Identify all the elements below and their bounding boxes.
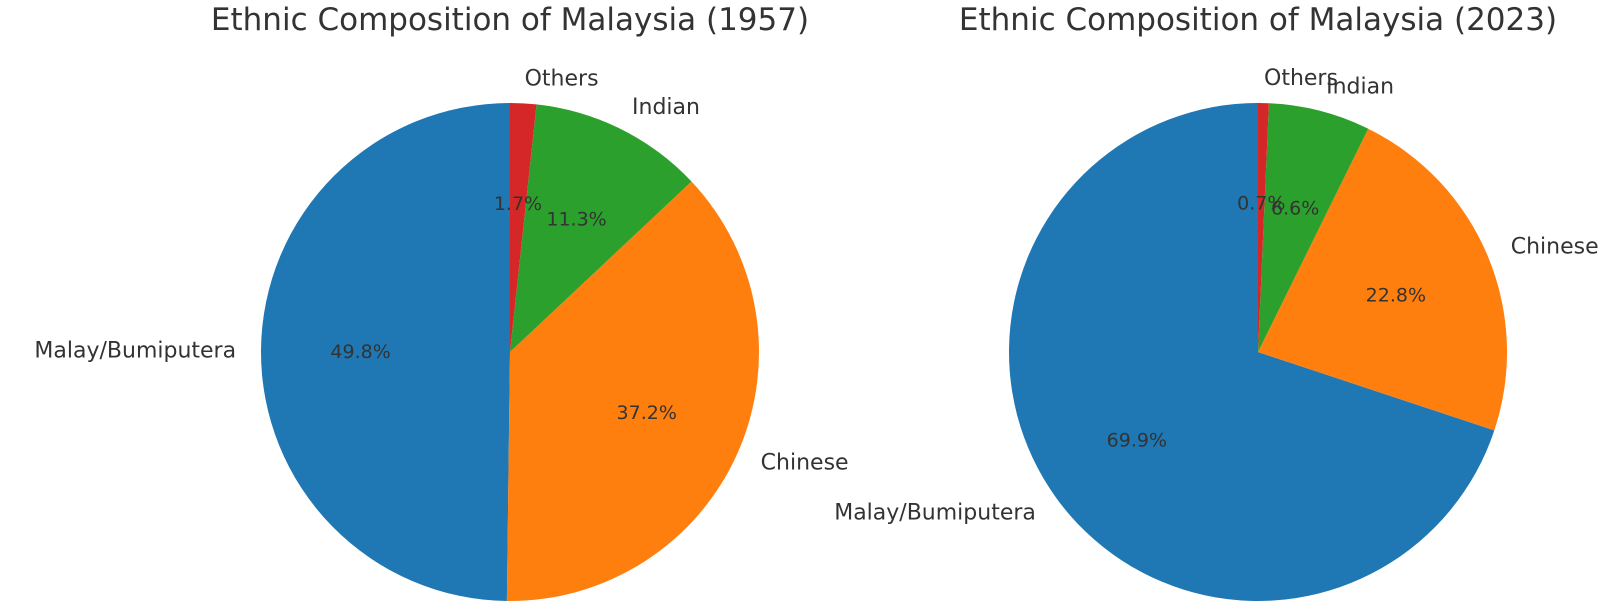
slice-percent-malay-bumiputera: 49.8%: [330, 341, 390, 363]
chart-title-2023: Ethnic Composition of Malaysia (2023): [959, 2, 1557, 38]
pie-slice-indian: [1258, 103, 1369, 352]
slice-percent-indian: 6.6%: [1271, 197, 1319, 219]
slice-percent-others: 1.7%: [494, 193, 542, 215]
slice-label-indian: Indian: [632, 95, 700, 120]
slice-label-others: Others: [1264, 66, 1338, 91]
chart-title-1957: Ethnic Composition of Malaysia (1957): [211, 2, 809, 38]
pie-slice-malay-bumiputera: [1008, 103, 1495, 601]
pie-slice-malay-bumiputera: [260, 103, 510, 601]
slice-percent-indian: 11.3%: [546, 208, 606, 230]
pie-chart-1957: Malay/Bumiputera 49.8% Chinese 37.2% Indian 1…: [34, 2, 849, 601]
slice-label-chinese: Chinese: [1511, 234, 1599, 259]
pie-slice-chinese: [1258, 128, 1507, 431]
slice-percent-malay-bumiputera: 69.9%: [1107, 429, 1167, 451]
pie-slice-others: [1258, 103, 1269, 352]
slice-percent-chinese: 37.2%: [617, 402, 677, 424]
slice-percent-chinese: 22.8%: [1366, 284, 1426, 306]
pie-slice-indian: [510, 104, 692, 353]
slice-label-others: Others: [525, 66, 599, 91]
pie-slice-others: [510, 103, 537, 352]
slice-label-indian: Indian: [1326, 75, 1394, 100]
slice-percent-others: 0.7%: [1237, 193, 1285, 215]
slice-label-chinese: Chinese: [761, 450, 849, 475]
slice-label-malay-bumiputera: Malay/Bumiputera: [34, 338, 236, 363]
pie-chart-2023: Malay/Bumiputera 69.9% Chinese 22.8% Indian 6…: [834, 2, 1599, 601]
pie-slice-chinese: [506, 181, 759, 601]
slice-label-malay-bumiputera: Malay/Bumiputera: [834, 500, 1036, 525]
